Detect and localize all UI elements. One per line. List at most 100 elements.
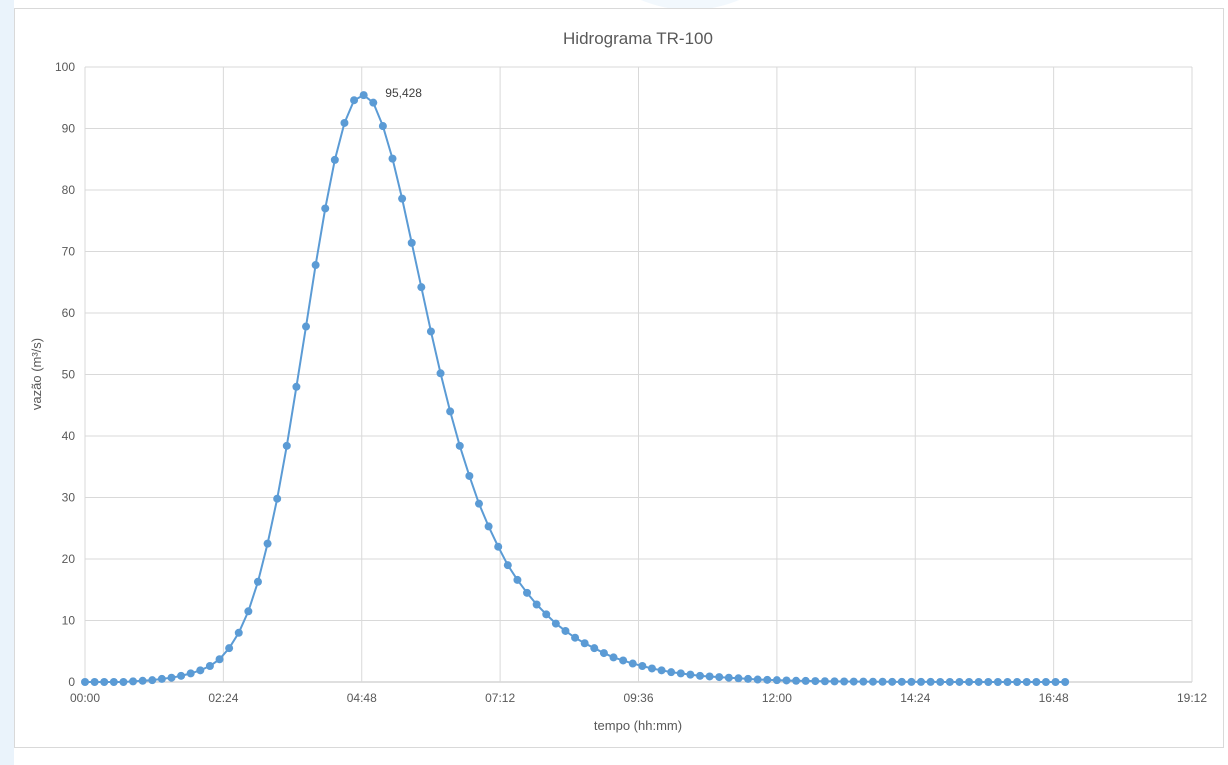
- data-point: [157, 674, 166, 683]
- data-point: [109, 678, 118, 686]
- x-tick-label: 02:24: [208, 691, 238, 705]
- data-point: [378, 122, 387, 131]
- data-point: [792, 676, 801, 685]
- data-point: [513, 575, 522, 584]
- data-point: [138, 676, 147, 685]
- data-point: [340, 118, 349, 127]
- x-tick-label: 16:48: [1039, 691, 1069, 705]
- data-point: [571, 633, 580, 642]
- x-tick-labels: 00:00 02:24 04:48 07:12 09:36 12:00 14:24 16:48…: [70, 691, 1207, 705]
- data-point: [917, 677, 926, 686]
- chart-frame: [14, 8, 1224, 748]
- y-tick-label: 10: [62, 614, 76, 628]
- x-tick-label: 07:12: [485, 691, 515, 705]
- data-point: [465, 471, 474, 480]
- data-point: [177, 671, 186, 680]
- data-point: [148, 676, 157, 685]
- data-point: [580, 639, 589, 648]
- data-point: [282, 441, 291, 450]
- data-point: [523, 588, 532, 597]
- data-point: [628, 659, 637, 668]
- data-point: [129, 677, 138, 686]
- data-point: [820, 677, 829, 686]
- data-point: [1022, 678, 1031, 686]
- y-tick-label: 90: [62, 122, 76, 136]
- data-point: [398, 194, 407, 203]
- data-point: [945, 677, 954, 686]
- data-point: [888, 677, 897, 686]
- data-point: [311, 261, 320, 270]
- data-point: [715, 673, 724, 682]
- data-point: [215, 655, 224, 664]
- x-axis-title: tempo (hh:mm): [594, 718, 682, 733]
- data-point: [225, 644, 234, 653]
- data-point: [772, 676, 781, 685]
- data-point: [696, 671, 704, 680]
- data-point: [417, 283, 426, 292]
- y-tick-label: 80: [62, 183, 76, 197]
- data-point: [407, 238, 416, 247]
- data-point: [965, 677, 974, 686]
- data-point: [234, 628, 243, 637]
- x-tick-label: 12:00: [762, 691, 792, 705]
- data-point: [830, 677, 839, 686]
- data-point: [667, 668, 676, 677]
- data-point: [561, 626, 570, 635]
- data-point: [676, 669, 685, 678]
- data-point: [253, 577, 262, 586]
- data-point: [801, 676, 810, 685]
- data-point: [350, 96, 359, 105]
- y-tick-label: 30: [62, 491, 76, 505]
- x-tick-label: 00:00: [70, 691, 100, 705]
- data-point: [609, 653, 618, 662]
- y-tick-label: 70: [62, 245, 76, 259]
- data-point: [926, 677, 935, 686]
- data-point: [859, 677, 868, 686]
- y-tick-labels: 0 10 20 30 40 50 60 70 80 90 100: [55, 60, 75, 689]
- data-point: [186, 669, 195, 678]
- data-point: [81, 678, 89, 686]
- data-point: [878, 677, 887, 686]
- x-tick-label: 09:36: [623, 691, 653, 705]
- background-band: [0, 0, 14, 765]
- data-point: [196, 666, 205, 675]
- data-point: [542, 610, 551, 619]
- data-point: [359, 91, 368, 100]
- peak-annotation: 95,428: [385, 86, 422, 100]
- series-group: [81, 91, 1070, 686]
- data-point: [897, 677, 906, 686]
- data-point: [244, 607, 253, 616]
- data-point: [849, 677, 858, 686]
- data-point: [302, 322, 311, 331]
- data-point: [263, 539, 272, 548]
- data-point: [167, 673, 176, 682]
- data-point: [494, 542, 503, 551]
- y-tick-label: 50: [62, 368, 76, 382]
- y-tick-label: 20: [62, 552, 76, 566]
- data-point: [705, 672, 714, 681]
- data-point: [657, 666, 666, 675]
- y-tick-label: 40: [62, 429, 76, 443]
- data-point: [840, 677, 849, 686]
- data-point: [100, 678, 109, 686]
- data-point: [205, 662, 214, 671]
- grid: [84, 66, 1193, 683]
- data-point: [1051, 678, 1060, 686]
- data-point: [446, 407, 455, 416]
- data-point: [503, 561, 512, 570]
- data-point: [119, 678, 128, 686]
- data-point: [647, 664, 656, 673]
- data-point: [993, 678, 1002, 686]
- x-tick-label: 04:48: [347, 691, 377, 705]
- data-point: [1041, 678, 1050, 686]
- data-point: [474, 499, 483, 508]
- data-point: [369, 98, 378, 107]
- data-point: [1061, 678, 1070, 686]
- data-point: [811, 677, 820, 686]
- y-tick-label: 100: [55, 60, 75, 74]
- data-point: [599, 649, 608, 658]
- data-point: [455, 441, 464, 450]
- data-point: [907, 677, 916, 686]
